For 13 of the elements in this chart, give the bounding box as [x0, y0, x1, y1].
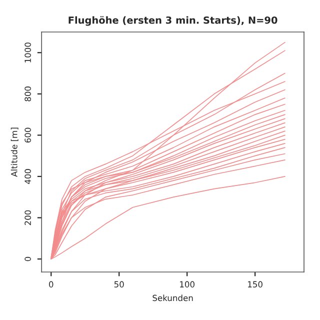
x-tick-label: 150	[248, 281, 262, 288]
x-tick-label: 0	[49, 281, 54, 288]
y-tick-label: 0	[24, 256, 31, 262]
chart-title: Flughöhe (ersten 3 min. Starts), N=90	[68, 16, 278, 26]
x-tick-label: 100	[180, 281, 194, 288]
y-tick-label: 1000	[24, 42, 31, 62]
y-tick-label: 800	[24, 86, 31, 102]
y-tick-label: 600	[24, 128, 31, 143]
y-tick-label: 400	[24, 169, 31, 184]
y-tick-label: 200	[24, 210, 31, 226]
x-axis-title: Sekunden	[152, 294, 193, 302]
y-axis-title: Altitude [m]	[10, 128, 18, 177]
x-tick-label: 50	[114, 281, 124, 288]
